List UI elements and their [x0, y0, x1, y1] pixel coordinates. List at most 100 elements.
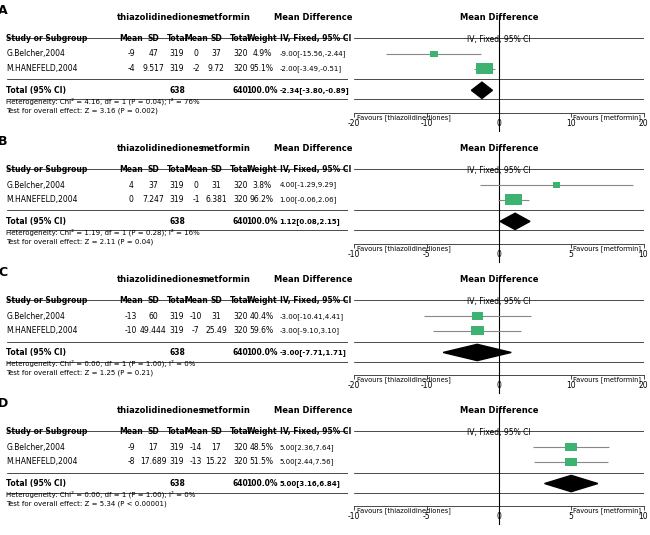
Text: G.Belcher,2004: G.Belcher,2004: [6, 49, 66, 58]
Text: 640: 640: [233, 348, 248, 357]
Bar: [472, 312, 483, 320]
Text: IV, Fixed, 95% CI: IV, Fixed, 95% CI: [467, 297, 530, 306]
Text: 31: 31: [211, 180, 221, 189]
Text: 320: 320: [233, 49, 248, 58]
Text: 96.2%: 96.2%: [250, 195, 274, 204]
Text: 640: 640: [233, 479, 248, 488]
Text: Mean Difference: Mean Difference: [274, 407, 353, 415]
Text: 6.381: 6.381: [205, 195, 228, 204]
Text: 95.1%: 95.1%: [250, 64, 274, 73]
Text: Favours [metformin]: Favours [metformin]: [573, 507, 641, 514]
Text: 319: 319: [170, 326, 185, 335]
Text: 319: 319: [170, 311, 185, 320]
Text: 638: 638: [169, 86, 185, 95]
Bar: [505, 194, 522, 205]
Text: IV, Fixed, 95% CI: IV, Fixed, 95% CI: [280, 165, 351, 174]
Text: Total (95% CI): Total (95% CI): [6, 479, 66, 488]
Text: 1.12[0.08,2.15]: 1.12[0.08,2.15]: [280, 218, 340, 225]
Text: 640: 640: [233, 86, 248, 95]
Polygon shape: [545, 476, 598, 492]
Text: -3.00[-9.10,3.10]: -3.00[-9.10,3.10]: [280, 327, 339, 334]
Text: M.HANEFELD,2004: M.HANEFELD,2004: [6, 457, 78, 466]
Text: SD: SD: [211, 34, 222, 43]
Text: 319: 319: [170, 442, 185, 452]
Text: 17: 17: [211, 442, 221, 452]
Text: Mean Difference: Mean Difference: [460, 13, 538, 22]
Text: 100.0%: 100.0%: [246, 348, 278, 357]
Text: 5.00[2.36,7.64]: 5.00[2.36,7.64]: [280, 444, 334, 450]
Text: 320: 320: [233, 457, 248, 466]
Text: 47: 47: [148, 49, 158, 58]
Text: Favours [metformin]: Favours [metformin]: [573, 114, 641, 121]
Text: 59.6%: 59.6%: [250, 326, 274, 335]
Text: 40.4%: 40.4%: [250, 311, 274, 320]
Text: SD: SD: [148, 427, 159, 436]
Text: Weight: Weight: [246, 296, 277, 305]
Text: 49.444: 49.444: [140, 326, 166, 335]
Text: 48.5%: 48.5%: [250, 442, 274, 452]
Text: 3.8%: 3.8%: [252, 180, 271, 189]
Text: Total: Total: [166, 165, 188, 174]
Text: 320: 320: [233, 442, 248, 452]
Text: -4: -4: [127, 64, 135, 73]
Text: 319: 319: [170, 64, 185, 73]
Text: 9.72: 9.72: [208, 64, 225, 73]
Bar: [553, 182, 560, 188]
Text: -8: -8: [127, 457, 135, 466]
Text: Study or Subgroup: Study or Subgroup: [6, 427, 88, 436]
Text: metformin: metformin: [200, 144, 250, 153]
Text: 60: 60: [148, 311, 158, 320]
Text: 320: 320: [233, 311, 248, 320]
Text: Mean Difference: Mean Difference: [274, 13, 353, 22]
Text: Weight: Weight: [246, 165, 277, 174]
Text: 51.5%: 51.5%: [250, 457, 274, 466]
Text: 17.689: 17.689: [140, 457, 166, 466]
Text: Mean Difference: Mean Difference: [274, 276, 353, 284]
Text: G.Belcher,2004: G.Belcher,2004: [6, 442, 66, 452]
Text: 638: 638: [169, 479, 185, 488]
Text: Total: Total: [166, 34, 188, 43]
Text: -10: -10: [125, 326, 137, 335]
Text: A: A: [0, 4, 8, 17]
Text: metformin: metformin: [200, 276, 250, 284]
Bar: [430, 51, 437, 57]
Text: -3.00[-7.71,1.71]: -3.00[-7.71,1.71]: [280, 349, 346, 356]
Text: IV, Fixed, 95% CI: IV, Fixed, 95% CI: [467, 166, 530, 175]
Text: -7: -7: [192, 326, 200, 335]
Text: M.HANEFELD,2004: M.HANEFELD,2004: [6, 64, 78, 73]
Text: G.Belcher,2004: G.Belcher,2004: [6, 311, 66, 320]
Text: -9.00[-15.56,-2.44]: -9.00[-15.56,-2.44]: [280, 51, 346, 57]
Text: 4.00[-1.29,9.29]: 4.00[-1.29,9.29]: [280, 182, 337, 188]
Text: 7.247: 7.247: [142, 195, 164, 204]
Text: Favours [thiazolidinediones]: Favours [thiazolidinediones]: [357, 507, 451, 514]
Text: Mean: Mean: [184, 296, 208, 305]
Text: Favours [thiazolidinediones]: Favours [thiazolidinediones]: [357, 245, 451, 252]
Text: Test for overall effect: Z = 2.11 (P = 0.04): Test for overall effect: Z = 2.11 (P = 0…: [6, 238, 154, 244]
Text: B: B: [0, 135, 7, 148]
Text: -13: -13: [190, 457, 202, 466]
Text: C: C: [0, 266, 7, 279]
Text: 638: 638: [169, 217, 185, 226]
Text: Total (95% CI): Total (95% CI): [6, 348, 66, 357]
Text: 4.9%: 4.9%: [252, 49, 272, 58]
Text: 0: 0: [129, 195, 133, 204]
Text: Favours [thiazolidinediones]: Favours [thiazolidinediones]: [357, 376, 451, 383]
Text: 37: 37: [148, 180, 158, 189]
Text: SD: SD: [211, 427, 222, 436]
Text: -2.34[-3.80,-0.89]: -2.34[-3.80,-0.89]: [280, 87, 349, 94]
Text: Mean Difference: Mean Difference: [460, 144, 538, 153]
Text: Mean: Mean: [119, 34, 143, 43]
Text: Heterogeneity: Chi² = 0.00, df = 1 (P = 1.00); I² = 0%: Heterogeneity: Chi² = 0.00, df = 1 (P = …: [6, 360, 196, 367]
Text: 319: 319: [170, 49, 185, 58]
Text: 638: 638: [169, 348, 185, 357]
Text: SD: SD: [148, 34, 159, 43]
Text: 31: 31: [211, 311, 221, 320]
Text: IV, Fixed, 95% CI: IV, Fixed, 95% CI: [280, 34, 351, 43]
Text: Heterogeneity: Chi² = 1.19, df = 1 (P = 0.28); I² = 16%: Heterogeneity: Chi² = 1.19, df = 1 (P = …: [6, 228, 200, 236]
Text: Total: Total: [229, 165, 251, 174]
Text: -1: -1: [192, 195, 200, 204]
Text: thiazolidinediones: thiazolidinediones: [117, 407, 205, 415]
Polygon shape: [500, 213, 530, 230]
Text: 320: 320: [233, 195, 248, 204]
Text: Mean: Mean: [184, 165, 208, 174]
